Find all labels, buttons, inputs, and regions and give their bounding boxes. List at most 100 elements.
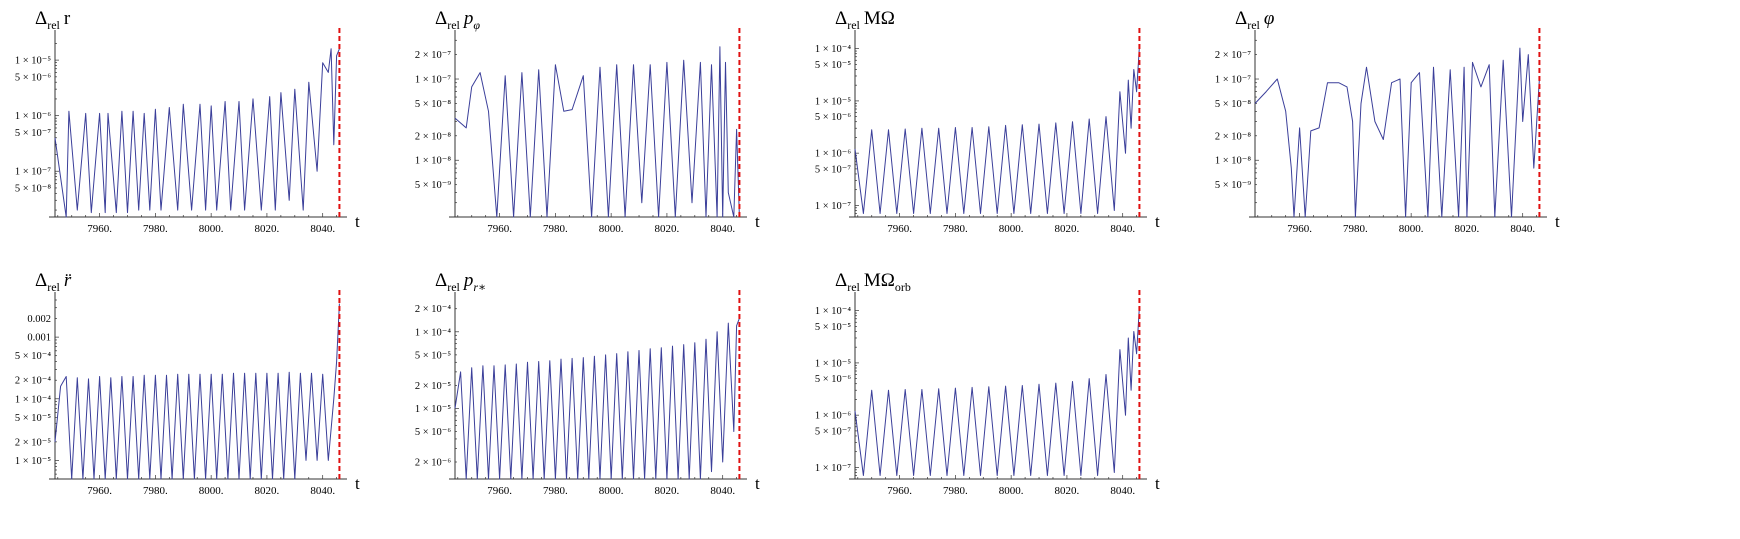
chart-title: Δrel r — [35, 8, 70, 32]
y-tick-label: 1 × 10⁻⁶ — [815, 149, 851, 160]
y-tick-label: 0.002 — [27, 314, 51, 325]
chart-svg: 7960. 7980. 8000. 8020. 8040. 2 × 10⁻⁷ 1 × 10⁻… — [415, 28, 760, 235]
y-tick-label: 2 × 10⁻⁴ — [15, 376, 51, 387]
chart-panel-5: Δrel r̈ 7960. 7980. 8000. 8020. 8040. 0.002 0.00… — [0, 262, 380, 524]
title-symbol: MΩ — [863, 270, 895, 291]
title-symbol: r̈ — [63, 270, 72, 291]
y-tick-label: 1 × 10⁻⁸ — [1215, 156, 1251, 167]
chart-svg: 7960. 7980. 8000. 8020. 8040. 2 × 10⁻⁴ 1 × 10⁻… — [415, 290, 760, 497]
y-tick-label: 5 × 10⁻⁴ — [15, 351, 51, 362]
title-delta: Δ — [835, 8, 848, 29]
y-tick-label: 5 × 10⁻⁵ — [815, 60, 851, 71]
y-tick-label: 0.001 — [27, 333, 51, 344]
title-subscript: rel — [47, 280, 60, 294]
y-tick-label: 1 × 10⁻⁶ — [815, 411, 851, 422]
x-tick-label: 7960. — [87, 223, 112, 235]
x-axis-label: t — [1155, 212, 1160, 231]
x-tick-label: 8040. — [1510, 223, 1535, 235]
y-tick-label: 1 × 10⁻⁴ — [815, 306, 851, 317]
chart-title: Δrel r̈ — [35, 270, 72, 294]
title-delta: Δ — [35, 270, 48, 291]
chart-svg: 7960. 7980. 8000. 8020. 8040. 1 × 10⁻⁴ 5 × 10⁻… — [815, 28, 1160, 235]
title-symbol: p — [463, 270, 474, 291]
series-line — [854, 46, 1140, 214]
x-tick-label: 8040. — [310, 485, 335, 497]
y-tick-label: 2 × 10⁻⁵ — [15, 437, 51, 448]
x-axis-label: t — [755, 212, 760, 231]
x-tick-label: 7960. — [487, 485, 512, 497]
title-delta: Δ — [435, 270, 448, 291]
x-tick-label: 7960. — [87, 485, 112, 497]
x-axis-label: t — [355, 212, 360, 231]
x-tick-label: 7980. — [543, 223, 568, 235]
x-tick-label: 7980. — [943, 485, 968, 497]
title-symbol-subscript: φ — [473, 17, 481, 32]
x-tick-label: 8020. — [655, 485, 680, 497]
x-tick-label: 7980. — [143, 485, 168, 497]
y-tick-label: 5 × 10⁻⁶ — [815, 374, 851, 385]
y-tick-label: 1 × 10⁻⁷ — [1215, 75, 1251, 86]
y-tick-label: 5 × 10⁻⁵ — [415, 350, 451, 361]
chart-title: Δrel MΩorb — [835, 270, 911, 295]
chart-title: Δrel MΩ — [835, 8, 895, 32]
y-tick-label: 1 × 10⁻⁵ — [415, 404, 451, 415]
chart-svg: 7960. 7980. 8000. 8020. 8040. 1 × 10⁻⁵ 5 × 10⁻… — [15, 28, 360, 235]
title-subscript: rel — [447, 280, 460, 294]
chart-panel-2: Δrel pφ 7960. 7980. 8000. 8020. 8040. 2 × 10⁻⁷ 1… — [400, 0, 780, 262]
series-line — [854, 306, 1140, 476]
y-tick-label: 1 × 10⁻⁴ — [415, 327, 451, 338]
y-tick-label: 5 × 10⁻⁷ — [15, 128, 51, 139]
x-tick-label: 7980. — [143, 223, 168, 235]
y-tick-label: 2 × 10⁻⁴ — [415, 304, 451, 315]
chart-panel-7: Δrel MΩorb 7960. 7980. 8000. 8020. 8040. 1 × 10… — [800, 262, 1180, 524]
x-tick-label: 8000. — [599, 223, 624, 235]
y-tick-label: 5 × 10⁻⁸ — [1215, 99, 1251, 110]
x-tick-label: 7980. — [943, 223, 968, 235]
title-delta: Δ — [835, 270, 848, 291]
chart-title: Δrel pr∗ — [435, 270, 486, 295]
title-subscript: rel — [47, 18, 60, 32]
y-tick-label: 1 × 10⁻⁸ — [415, 156, 451, 167]
y-tick-label: 1 × 10⁻⁷ — [15, 167, 51, 178]
title-subscript: rel — [1247, 18, 1260, 32]
x-tick-label: 8040. — [1110, 485, 1135, 497]
x-tick-label: 8040. — [710, 485, 735, 497]
y-tick-label: 5 × 10⁻⁵ — [15, 413, 51, 424]
y-tick-label: 5 × 10⁻⁹ — [415, 180, 451, 191]
y-tick-label: 5 × 10⁻⁸ — [15, 183, 51, 194]
y-tick-label: 5 × 10⁻⁵ — [815, 322, 851, 333]
series-line — [454, 318, 740, 480]
x-tick-label: 8000. — [999, 223, 1024, 235]
x-axis-label: t — [1155, 474, 1160, 493]
x-tick-label: 8020. — [1455, 223, 1480, 235]
x-axis-label: t — [755, 474, 760, 493]
title-symbol: MΩ — [863, 8, 895, 29]
x-tick-label: 8000. — [1399, 223, 1424, 235]
y-tick-label: 1 × 10⁻⁷ — [815, 201, 851, 212]
series-line — [54, 303, 340, 480]
y-tick-label: 5 × 10⁻⁸ — [415, 99, 451, 110]
x-tick-label: 8040. — [710, 223, 735, 235]
title-symbol: p — [463, 8, 474, 29]
y-tick-label: 1 × 10⁻⁶ — [15, 111, 51, 122]
x-tick-label: 7980. — [1343, 223, 1368, 235]
chart-panel-3: Δrel MΩ 7960. 7980. 8000. 8020. 8040. 1 × 10⁻⁴ 5… — [800, 0, 1180, 262]
y-tick-label: 5 × 10⁻⁶ — [15, 72, 51, 83]
chart-svg: 7960. 7980. 8000. 8020. 8040. 1 × 10⁻⁴ 5 × 10⁻… — [815, 290, 1160, 497]
x-tick-label: 8020. — [255, 223, 280, 235]
series-line — [1254, 47, 1540, 218]
y-tick-label: 2 × 10⁻⁵ — [415, 381, 451, 392]
y-tick-label: 5 × 10⁻⁷ — [815, 426, 851, 437]
x-tick-label: 8000. — [599, 485, 624, 497]
title-delta: Δ — [1235, 8, 1248, 29]
y-tick-label: 5 × 10⁻⁶ — [815, 112, 851, 123]
x-tick-label: 7960. — [1287, 223, 1312, 235]
title-delta: Δ — [435, 8, 448, 29]
x-tick-label: 8040. — [310, 223, 335, 235]
y-tick-label: 1 × 10⁻⁵ — [15, 456, 51, 467]
y-tick-label: 2 × 10⁻⁸ — [1215, 131, 1251, 142]
y-tick-label: 2 × 10⁻⁷ — [1215, 50, 1251, 61]
x-tick-label: 8020. — [255, 485, 280, 497]
y-tick-label: 1 × 10⁻⁵ — [15, 56, 51, 67]
x-tick-label: 8020. — [655, 223, 680, 235]
